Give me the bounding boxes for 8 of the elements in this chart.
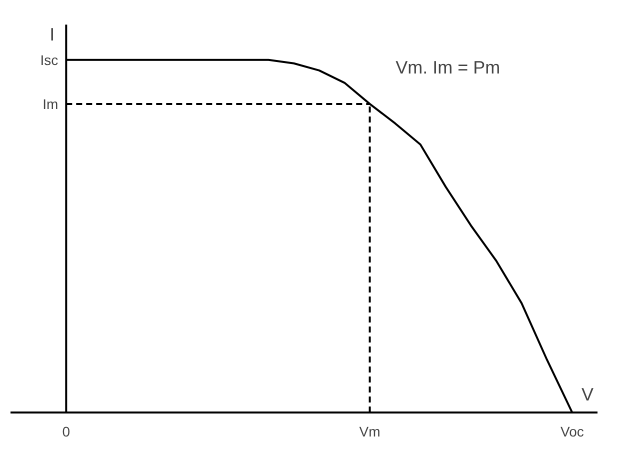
annotation: Vm. Im = Pm <box>396 58 500 78</box>
x-tick-label: Voc <box>560 424 584 440</box>
x-tick-label: Vm <box>359 424 380 440</box>
ref-line-label: Im <box>42 96 58 112</box>
annotation: Isc <box>40 52 58 68</box>
x-tick-label: 0 <box>62 424 70 440</box>
x-axis-title: V <box>581 384 594 404</box>
y-axis-title: I <box>50 24 55 45</box>
